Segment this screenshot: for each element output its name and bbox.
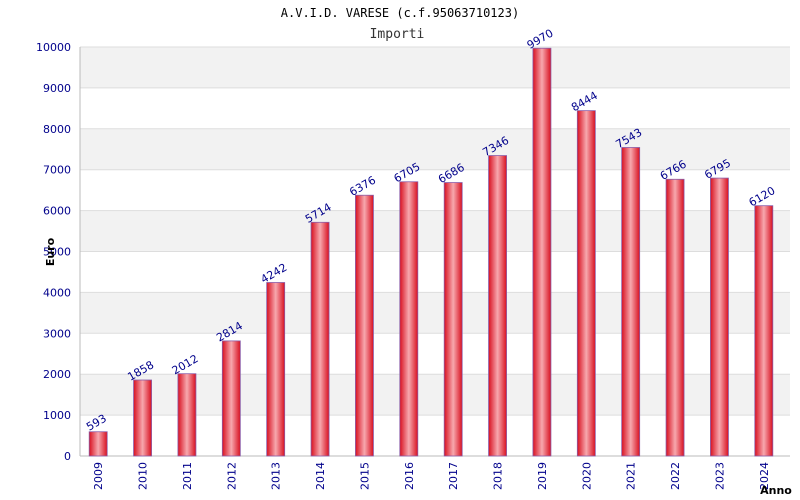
bar <box>532 47 552 457</box>
grid-band <box>80 47 790 88</box>
x-tick-label: 2024 <box>758 462 771 490</box>
y-tick-label: 1000 <box>43 409 71 422</box>
bar <box>576 110 596 457</box>
bar <box>88 431 108 457</box>
plot-area: 0 1000 2000 3000 4000 5000 6000 7000 8000 9000 100… <box>36 27 790 490</box>
bar <box>221 340 241 457</box>
bar <box>443 182 463 457</box>
bar <box>754 205 774 457</box>
x-tick-label: 2017 <box>447 462 460 490</box>
x-tick-label: 2023 <box>713 462 726 490</box>
bar <box>665 178 685 457</box>
x-tick-label: 2018 <box>492 462 505 490</box>
y-tick-label: 8000 <box>43 123 71 136</box>
y-tick-label: 2000 <box>43 368 71 381</box>
y-tick-label: 6000 <box>43 205 71 218</box>
x-tick-label: 2014 <box>314 462 327 490</box>
x-tick-label: 2021 <box>625 462 638 490</box>
y-axis-label: Euro <box>44 237 57 266</box>
y-tick-label: 0 <box>64 450 71 463</box>
bar <box>310 221 330 457</box>
bar <box>399 181 419 457</box>
x-tick-label: 2022 <box>669 462 682 490</box>
y-tick-label: 7000 <box>43 164 71 177</box>
bar <box>266 282 286 457</box>
bar <box>710 177 729 457</box>
x-tick-label: 2012 <box>225 462 238 490</box>
y-tick-label: 9000 <box>43 82 71 95</box>
x-tick-label: 2019 <box>536 462 549 490</box>
bar <box>488 155 507 457</box>
chart-subtitle: Importi <box>370 27 425 42</box>
chart-title: A.V.I.D. VARESE (c.f.95063710123) <box>281 6 519 20</box>
y-tick-label: 10000 <box>36 41 71 54</box>
grid-band <box>80 128 790 170</box>
y-tick-label: 5000 <box>43 246 71 259</box>
y-tick-label: 3000 <box>43 327 71 340</box>
bar <box>355 194 374 457</box>
x-tick-label: 2020 <box>580 462 593 490</box>
x-tick-label: 2016 <box>403 462 416 490</box>
x-tick-label: 2009 <box>92 462 105 490</box>
x-tick-label: 2015 <box>358 462 371 490</box>
x-axis-label: Anno <box>760 484 792 497</box>
x-tick-label: 2011 <box>181 462 194 490</box>
bar <box>621 147 641 457</box>
x-tick-label: 2010 <box>137 462 150 490</box>
y-tick-label: 4000 <box>43 286 71 299</box>
bar <box>177 373 197 457</box>
bar <box>133 379 152 457</box>
x-tick-label: 2013 <box>270 462 283 490</box>
